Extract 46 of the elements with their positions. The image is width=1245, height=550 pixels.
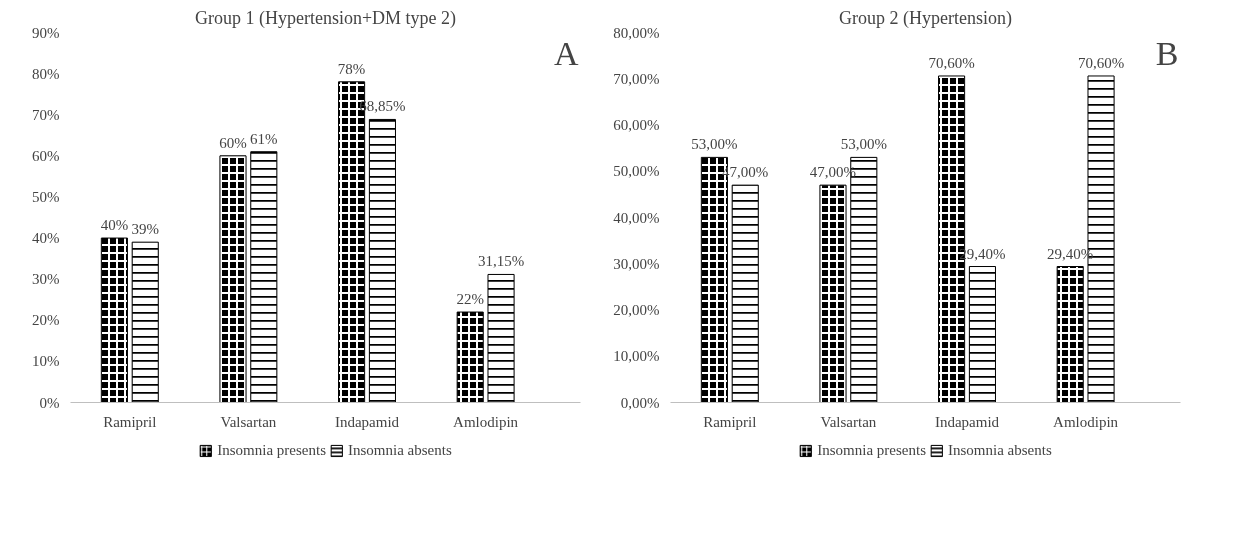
legend-label: Insomnia presents — [817, 441, 926, 459]
y-tick-label: 20% — [32, 312, 60, 329]
data-label: 61% — [250, 130, 278, 147]
y-tick-label: 0,00% — [620, 394, 660, 411]
y-tick-label: 70,00% — [613, 70, 660, 87]
annotation: A — [553, 34, 579, 72]
x-tick-label: Indapamid — [334, 413, 400, 430]
y-tick-label: 0% — [39, 394, 60, 411]
x-tick-label: Valsartan — [220, 413, 277, 430]
y-tick-label: 20,00% — [613, 302, 660, 318]
data-label: 39% — [131, 221, 159, 238]
y-tick-label: 30% — [32, 271, 60, 288]
data-label: 78% — [337, 60, 366, 77]
data-label: 60% — [219, 134, 247, 151]
x-tick-label: Ramipril — [103, 413, 157, 430]
y-tick-label: 80% — [32, 65, 60, 82]
x-tick-label: Indapamid — [934, 413, 1000, 430]
y-tick-label: 80,00% — [613, 24, 660, 41]
data-label: 40% — [100, 217, 129, 234]
legend-label: Insomnia presents — [217, 441, 326, 459]
legend-label: Insomnia absents — [948, 441, 1052, 459]
data-label: 70,60% — [1077, 54, 1125, 71]
y-tick-label: 50% — [32, 188, 60, 205]
y-tick-label: 50,00% — [613, 163, 660, 180]
x-tick-label: Amlodipin — [453, 413, 519, 430]
data-label: 22% — [456, 291, 484, 308]
chart-title: Group 2 (Hypertension) — [839, 7, 1012, 29]
y-tick-label: 40,00% — [613, 209, 660, 226]
y-tick-label: 70% — [32, 106, 60, 123]
y-tick-label: 10% — [32, 353, 60, 370]
y-tick-label: 60,00% — [613, 117, 660, 133]
data-label: 70,60% — [928, 54, 975, 71]
x-tick-label: Ramipril — [703, 413, 757, 430]
data-label: 53,00% — [840, 136, 887, 153]
data-label: 31,15% — [477, 253, 525, 270]
y-tick-label: 60% — [32, 147, 60, 164]
x-tick-label: Valsartan — [820, 413, 877, 430]
y-tick-label: 90% — [32, 24, 60, 41]
legend-label: Insomnia absents — [348, 441, 452, 459]
chart-title: Group 1 (Hypertension+DM type 2) — [194, 7, 457, 29]
y-tick-label: 40% — [32, 230, 60, 247]
y-tick-label: 10,00% — [613, 348, 660, 365]
y-tick-label: 30,00% — [613, 255, 660, 272]
data-label: 53,00% — [691, 136, 738, 153]
x-tick-label: Amlodipin — [1053, 413, 1119, 430]
annotation: B — [1155, 34, 1179, 72]
